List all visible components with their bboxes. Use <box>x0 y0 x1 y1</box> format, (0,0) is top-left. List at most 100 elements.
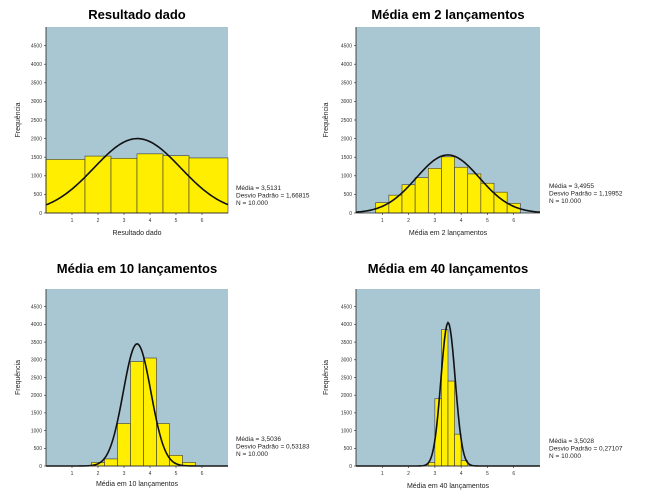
y-tick-label: 4000 <box>31 322 42 328</box>
histogram-panel: Resultado dado05001000150020002500300035… <box>15 7 310 237</box>
x-tick-label: 4 <box>460 218 463 224</box>
y-axis-label: Frequência <box>15 102 22 137</box>
y-tick-label: 3500 <box>341 81 352 87</box>
x-tick-label: 2 <box>97 471 100 477</box>
histogram-bar <box>104 458 118 467</box>
stats-line: N = 10.000 <box>236 451 268 458</box>
x-axis-label: Resultado dado <box>112 230 161 237</box>
histogram-bar <box>454 166 469 214</box>
stats-line: N = 10.000 <box>236 200 268 207</box>
x-tick-label: 5 <box>486 471 489 477</box>
y-tick-label: 0 <box>39 211 42 217</box>
y-tick-label: 1000 <box>341 174 352 180</box>
histogram-bar <box>401 184 416 214</box>
normal-curve <box>355 154 541 213</box>
y-tick-label: 500 <box>34 192 43 198</box>
y-tick-label: 0 <box>349 211 352 217</box>
normal-curve <box>45 137 229 206</box>
histogram-bar <box>117 423 131 467</box>
stats-line: Desvio Padrão = 0,27107 <box>549 446 623 453</box>
stats-line: Média = 3,5131 <box>236 185 281 192</box>
y-tick-label: 2000 <box>31 393 42 399</box>
histogram-bar <box>467 173 482 214</box>
y-axis-label: Frequência <box>323 102 330 137</box>
histogram-bar <box>441 156 455 214</box>
x-axis-label: Média em 10 lançamentos <box>96 481 179 488</box>
histogram-panel: Média em 10 lançamentos 0 500 1000 1500 2000 2… <box>15 261 310 488</box>
x-tick-label: 5 <box>175 218 178 224</box>
y-tick-label: 3000 <box>341 358 352 364</box>
histogram-bar <box>130 361 144 467</box>
panel-title: Média em 2 lançamentos <box>371 7 524 22</box>
x-tick-label: 3 <box>433 471 436 477</box>
y-tick-label: 4500 <box>31 305 42 311</box>
y-tick-label: 0 <box>349 464 352 470</box>
y-tick-label: 1500 <box>341 411 352 417</box>
histogram-bar <box>188 157 229 214</box>
x-tick-label: 5 <box>486 218 489 224</box>
histogram-bar <box>110 158 138 214</box>
stats-line: N = 10.000 <box>549 198 581 205</box>
stats-line: Desvio Padrão = 1,66815 <box>236 193 310 200</box>
histogram-bar <box>162 155 190 214</box>
y-tick-label: 3500 <box>341 340 352 346</box>
panel-title: Resultado dado <box>88 7 186 22</box>
y-tick-label: 4000 <box>341 62 352 68</box>
x-tick-label: 2 <box>97 218 100 224</box>
y-tick-label: 500 <box>344 446 353 452</box>
y-tick-label: 1000 <box>341 428 352 434</box>
x-tick-label: 1 <box>71 218 74 224</box>
histogram-bar <box>427 462 436 467</box>
y-tick-label: 1000 <box>31 428 42 434</box>
panel-title: Média em 40 lançamentos <box>368 261 528 276</box>
stats-line: Desvio Padrão = 0,53183 <box>236 444 310 451</box>
y-tick-label: 4000 <box>341 322 352 328</box>
stats-line: Média = 3,5036 <box>236 436 281 443</box>
x-tick-label: 6 <box>201 471 204 477</box>
histogram-bar <box>447 380 455 467</box>
stats-line: Desvio Padrão = 1,19952 <box>549 191 623 198</box>
x-tick-label: 1 <box>381 471 384 477</box>
y-tick-label: 2000 <box>341 136 352 142</box>
y-tick-label: 4500 <box>31 43 42 49</box>
y-tick-label: 2000 <box>31 136 42 142</box>
x-tick-label: 6 <box>512 471 515 477</box>
panel-title: Média em 10 lançamentos <box>57 261 217 276</box>
y-tick-label: 2500 <box>31 375 42 381</box>
histogram-bar <box>427 168 442 214</box>
histogram-bar <box>136 153 164 214</box>
histogram-panel: Média em 40 lançamentos 0 500 1000 1500 2000 2… <box>323 261 623 490</box>
histogram-bar <box>454 433 462 467</box>
y-tick-label: 4500 <box>341 43 352 49</box>
x-tick-label: 4 <box>149 218 152 224</box>
y-tick-label: 1500 <box>341 155 352 161</box>
x-tick-label: 2 <box>407 471 410 477</box>
x-tick-label: 3 <box>123 218 126 224</box>
y-tick-label: 1000 <box>31 174 42 180</box>
x-tick-label: 6 <box>201 218 204 224</box>
y-tick-label: 2000 <box>341 393 352 399</box>
x-tick-label: 5 <box>175 471 178 477</box>
y-tick-label: 3000 <box>31 358 42 364</box>
y-tick-label: 0 <box>39 464 42 470</box>
y-tick-label: 2500 <box>341 375 352 381</box>
y-tick-label: 3000 <box>341 99 352 105</box>
y-tick-label: 3500 <box>31 340 42 346</box>
histogram-bar <box>45 159 86 214</box>
histogram-panel: Média em 2 lançamentos050010001500200025… <box>323 7 623 237</box>
y-tick-label: 2500 <box>341 118 352 124</box>
y-tick-label: 1500 <box>31 155 42 161</box>
y-tick-label: 500 <box>344 192 353 198</box>
x-tick-label: 1 <box>381 218 384 224</box>
y-tick-label: 3000 <box>31 99 42 105</box>
histogram-bar <box>84 155 112 214</box>
stats-line: Média = 3,5028 <box>549 438 594 445</box>
x-tick-label: 3 <box>433 218 436 224</box>
x-tick-label: 1 <box>71 471 74 477</box>
x-tick-label: 2 <box>407 218 410 224</box>
y-tick-label: 3500 <box>31 81 42 87</box>
x-axis-label: Média em 2 lançamentos <box>409 230 488 237</box>
stats-line: Média = 3,4955 <box>549 183 594 190</box>
x-tick-label: 6 <box>512 218 515 224</box>
y-tick-label: 4500 <box>341 305 352 311</box>
